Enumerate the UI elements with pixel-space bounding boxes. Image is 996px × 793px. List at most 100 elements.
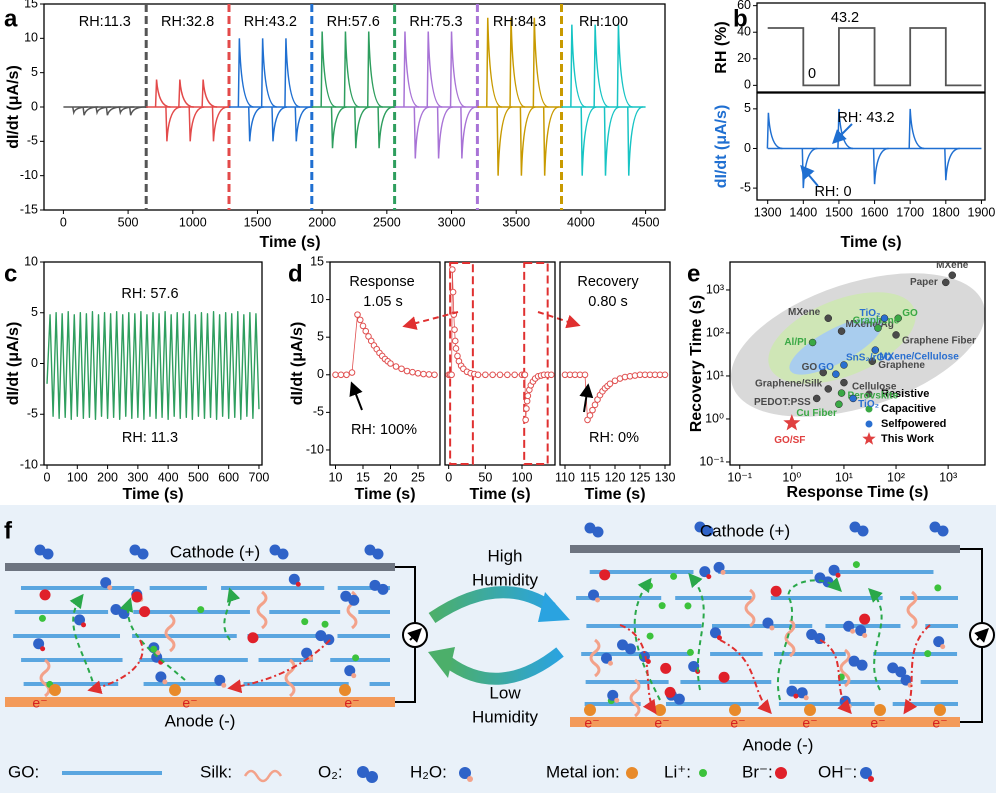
diagram-shape	[658, 602, 666, 610]
diagram-shape	[169, 684, 181, 696]
y-tick-label: 5	[744, 101, 751, 115]
point-label: SnS₂/rGO	[846, 353, 892, 364]
y-tick-label: 0	[744, 141, 751, 155]
legend-marker	[862, 432, 876, 445]
data-point	[868, 357, 877, 365]
point-label: Graphene Fiber	[902, 336, 976, 347]
spike	[593, 24, 610, 108]
spike	[118, 106, 135, 116]
x-tick-label: 700	[249, 470, 270, 484]
spike	[377, 106, 394, 149]
data-point	[783, 414, 801, 431]
panel-letter: b	[733, 5, 748, 32]
data-point	[837, 389, 846, 397]
y-axis-label: dI/dt (μA/s)	[713, 105, 730, 189]
x-tick-label: 1400	[789, 205, 817, 219]
plot-frame	[756, 2, 986, 93]
diagram-shape	[702, 525, 714, 537]
x-tick-label: 100	[67, 470, 88, 484]
diagram-shape	[428, 586, 556, 623]
diagram-shape	[595, 597, 601, 603]
legend-oh	[868, 776, 874, 782]
x-axis-label: Time (s)	[584, 486, 645, 503]
diagram-shape	[934, 584, 942, 592]
diagram-shape	[372, 548, 384, 560]
diagram-shape	[74, 614, 86, 626]
data-point	[348, 369, 356, 376]
annotation: RH: 0%	[589, 430, 639, 446]
x-tick-label: 1700	[896, 205, 924, 219]
annotation-arrow	[800, 164, 819, 187]
diagram-shape	[638, 650, 650, 662]
x-tick-label: 25	[411, 470, 425, 484]
data-point	[451, 326, 458, 333]
plot-frame	[444, 261, 556, 466]
spike	[188, 106, 205, 142]
legend-h2o	[459, 767, 471, 779]
diagram-shape	[828, 564, 840, 576]
diagram-shape	[670, 572, 678, 580]
legend-li	[699, 769, 707, 777]
diagram-shape	[339, 684, 351, 696]
diagram-shape	[348, 594, 360, 606]
data-point	[874, 324, 882, 332]
diagram-shape	[654, 704, 666, 716]
data-point	[824, 385, 833, 393]
data-point	[354, 311, 361, 318]
data-point	[586, 412, 594, 419]
diagram-shape	[321, 620, 329, 628]
panel-letter: c	[4, 260, 17, 287]
diagram-shape	[352, 654, 360, 662]
segment-label: RH:11.3	[79, 14, 131, 30]
spike	[403, 31, 420, 108]
x-tick-label: 2000	[308, 215, 336, 229]
y-tick-label: 10¹	[706, 368, 724, 382]
spike	[436, 106, 453, 159]
data-point	[337, 371, 345, 379]
diagram-shape	[277, 548, 289, 560]
point-label: GO/SF	[774, 435, 805, 446]
spike	[271, 106, 288, 142]
x-axis-label: Time (s)	[469, 486, 530, 503]
x-tick-label: 1500	[825, 205, 853, 219]
point-label: Graphene/Silk	[755, 379, 823, 390]
spike	[460, 106, 477, 159]
diagram-shape	[301, 647, 313, 659]
diagram-shape	[835, 572, 841, 578]
data-point	[661, 371, 669, 379]
diagram-shape	[718, 671, 730, 683]
data-point	[548, 371, 555, 379]
x-tick-label: 10⁻¹	[727, 470, 752, 484]
diagram-shape	[646, 632, 654, 640]
x-tick-label: 1800	[932, 205, 960, 219]
data-point	[398, 365, 405, 373]
segment-label: RH:84.3	[493, 14, 546, 30]
y-axis-label: dI/dt (μA/s)	[5, 65, 22, 149]
spike	[330, 106, 347, 149]
data-point	[482, 371, 489, 379]
electron-label: e⁻	[654, 715, 669, 731]
data-point	[356, 316, 364, 324]
segment-label: RH:75.3	[409, 14, 462, 30]
annotation: 43.2	[831, 10, 859, 26]
data-point	[871, 346, 880, 354]
plot-frame	[329, 261, 441, 466]
x-tick-label: 10	[329, 470, 343, 484]
y-axis-label: RH (%)	[713, 21, 730, 73]
spike	[201, 79, 218, 108]
diagram-shape	[804, 704, 816, 716]
annotation: 1.05 s	[363, 294, 403, 310]
spike	[247, 106, 264, 142]
spike	[413, 106, 430, 159]
x-tick-label: 10¹	[835, 470, 853, 484]
spike	[872, 147, 889, 185]
diagram-shape	[716, 635, 722, 641]
y-tick-label: -5	[313, 405, 324, 419]
x-tick-label: 600	[218, 470, 239, 484]
spike	[211, 106, 228, 142]
legend-label: H₂O:	[410, 762, 447, 781]
x-tick-label: 400	[158, 470, 179, 484]
y-tick-label: 5	[31, 65, 38, 79]
data-point	[474, 371, 482, 379]
